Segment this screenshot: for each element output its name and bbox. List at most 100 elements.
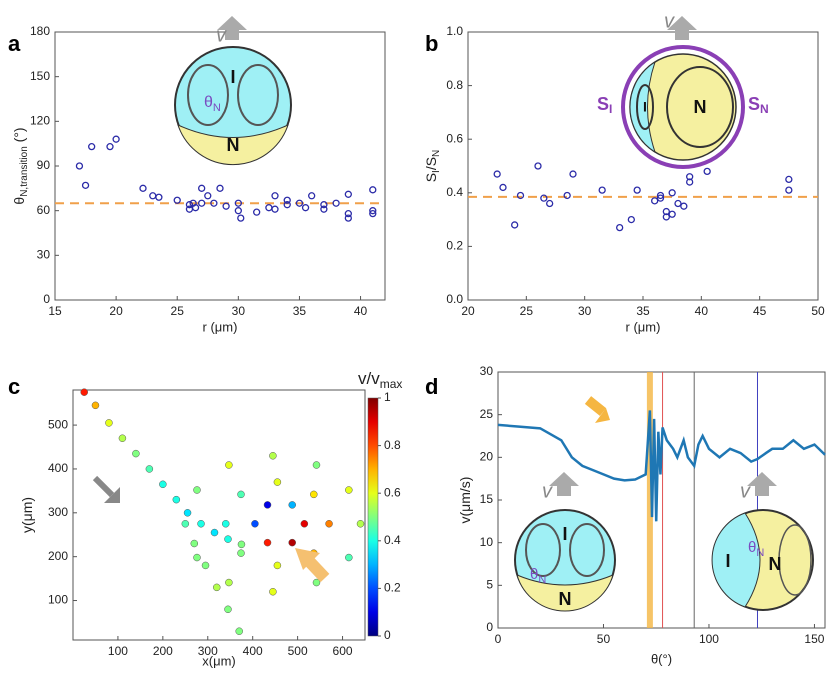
data-point xyxy=(493,170,501,178)
data-point xyxy=(105,419,113,427)
data-point xyxy=(253,208,261,216)
y-tick-label: 0.4 xyxy=(446,185,463,199)
data-point xyxy=(344,209,352,218)
panel-label: c xyxy=(8,374,20,399)
data-point xyxy=(686,178,694,186)
data-point xyxy=(201,561,210,570)
x-tick-label: 20 xyxy=(109,304,123,318)
data-point xyxy=(159,480,167,489)
y-axis-label-part: θ xyxy=(11,197,27,205)
data-point xyxy=(300,520,309,528)
data-point xyxy=(149,192,157,200)
data-point xyxy=(198,184,206,192)
y-tick-label: 500 xyxy=(48,417,68,431)
x-tick-label: 50 xyxy=(597,632,611,646)
data-point xyxy=(312,461,321,469)
data-point xyxy=(210,528,219,537)
x-tick-label: 50 xyxy=(811,304,825,318)
inset-label: N xyxy=(694,97,707,117)
data-point xyxy=(283,201,291,209)
x-tick-label: 25 xyxy=(171,304,185,318)
inset-label: I xyxy=(643,99,647,115)
x-tick-label: 400 xyxy=(243,644,263,658)
inset-v: v xyxy=(542,480,553,502)
colorbar-tick-label: 0.4 xyxy=(384,533,401,547)
x-tick-label: 300 xyxy=(198,644,218,658)
data-point xyxy=(112,135,120,143)
data-point xyxy=(674,199,682,208)
y-tick-label: 15 xyxy=(480,492,494,506)
x-axis-label: θ(°) xyxy=(651,651,672,666)
x-tick-label: 25 xyxy=(520,304,534,318)
data-point xyxy=(569,170,577,178)
data-point xyxy=(656,194,665,202)
inset-label: N xyxy=(769,554,782,574)
data-point xyxy=(118,434,127,442)
data-point xyxy=(235,627,243,635)
inset-label: I xyxy=(725,551,730,571)
x-tick-label: 600 xyxy=(333,644,353,658)
y-tick-label: 0.0 xyxy=(446,292,463,306)
inset-a: v I θN N xyxy=(174,16,292,166)
y-axis-label-part: /S xyxy=(423,157,439,170)
data-point xyxy=(598,186,606,194)
data-point xyxy=(193,486,201,494)
data-point xyxy=(181,520,190,528)
y-axis-label: SI/SN xyxy=(423,150,442,183)
data-point xyxy=(237,549,245,557)
data-point xyxy=(145,465,154,473)
colorbar-tick-label: 0 xyxy=(384,628,391,642)
x-tick-label: 35 xyxy=(636,304,650,318)
inset-label: I xyxy=(230,67,235,87)
x-tick-label: 40 xyxy=(695,304,709,318)
data-point xyxy=(75,162,84,170)
x-tick-label: 35 xyxy=(293,304,307,318)
panel-label: d xyxy=(425,374,438,399)
data-point xyxy=(345,553,353,562)
y-tick-label: 200 xyxy=(48,549,68,563)
data-point xyxy=(190,539,199,548)
y-tick-label: 0.2 xyxy=(446,239,463,253)
data-point xyxy=(534,162,542,170)
panel-label: a xyxy=(8,31,21,56)
inset-label: θ xyxy=(204,94,213,111)
data-point xyxy=(193,553,201,562)
data-point xyxy=(703,167,711,176)
inset-label: N xyxy=(538,574,546,586)
data-point xyxy=(197,520,205,528)
y-tick-label: 20 xyxy=(480,450,494,464)
y-tick-label: 25 xyxy=(480,407,494,421)
data-point xyxy=(106,142,114,151)
y-tick-label: 30 xyxy=(480,364,494,378)
x-axis-label: x(μm) xyxy=(202,653,235,668)
y-tick-label: 60 xyxy=(37,203,51,217)
data-point xyxy=(271,205,279,213)
data-point xyxy=(627,215,635,224)
data-point xyxy=(234,199,242,207)
colorbar-tick-label: 0.8 xyxy=(384,438,401,452)
data-point xyxy=(516,191,525,200)
colorbar-tick-label: 1 xyxy=(384,390,391,404)
inset-label: N xyxy=(756,547,764,559)
inset-s-i: SI xyxy=(597,94,612,116)
data-point xyxy=(499,183,507,192)
data-point xyxy=(369,209,377,218)
inset-theta: θN xyxy=(530,566,546,586)
inset-label: θ xyxy=(530,566,538,583)
data-point xyxy=(172,495,181,504)
x-tick-label: 30 xyxy=(232,304,246,318)
data-point xyxy=(269,588,277,596)
data-point xyxy=(269,452,277,460)
arrows-c xyxy=(92,475,330,583)
data-point xyxy=(132,449,140,458)
x-tick-label: 500 xyxy=(288,644,308,658)
y-tick-label: 0.8 xyxy=(446,78,463,92)
data-point xyxy=(139,184,147,192)
panel-label: b xyxy=(425,31,438,56)
data-point xyxy=(224,535,232,543)
data-point xyxy=(234,207,242,215)
data-point xyxy=(88,142,96,151)
data-point xyxy=(344,190,352,198)
data-point xyxy=(540,194,548,202)
y-tick-label: 120 xyxy=(30,114,50,128)
